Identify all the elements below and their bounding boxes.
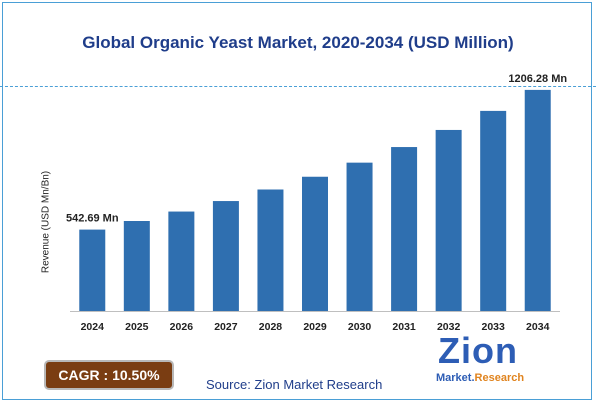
x-tick-label: 2033 [482,321,506,333]
data-label: 542.69 Mn [66,213,119,225]
x-tick-label: 2024 [81,321,105,333]
x-tick-label: 2026 [170,321,194,333]
x-tick-label: 2032 [437,321,461,333]
bar-2033 [480,110,507,312]
x-tick-label: 2027 [214,321,238,333]
logo-research: Research [474,372,525,384]
zion-logo: Zion Market.Research [436,330,548,392]
chart-frame [2,2,592,400]
data-label: 1206.28 Mn [508,73,567,85]
bar-2030 [346,162,373,311]
bar-2032 [435,129,462,311]
x-tick-label: 2030 [348,321,372,333]
x-tick-label: 2034 [526,321,550,333]
bar-2029 [302,176,328,311]
x-tick-label: 2028 [259,321,283,333]
bar-2034 [524,89,551,312]
x-tick-label: 2031 [392,321,416,333]
bar-2026 [168,211,195,311]
logo-word: Zion [438,330,518,371]
title-divider [0,86,596,87]
bar-2028 [257,189,284,311]
bar-2031 [391,147,418,311]
x-tick-label: 2029 [303,321,327,333]
bar-2024 [79,229,106,311]
bar-2027 [212,201,239,311]
source-note: Source: Zion Market Research [206,377,383,392]
x-tick-label: 2025 [125,321,149,333]
bar-2025 [123,221,150,311]
chart-title: Global Organic Yeast Market, 2020-2034 (… [82,33,514,52]
logo-subtitle: Market.Research [436,372,524,384]
cagr-badge: CAGR : 10.50% [46,362,172,388]
logo-market: Market. [436,372,475,384]
